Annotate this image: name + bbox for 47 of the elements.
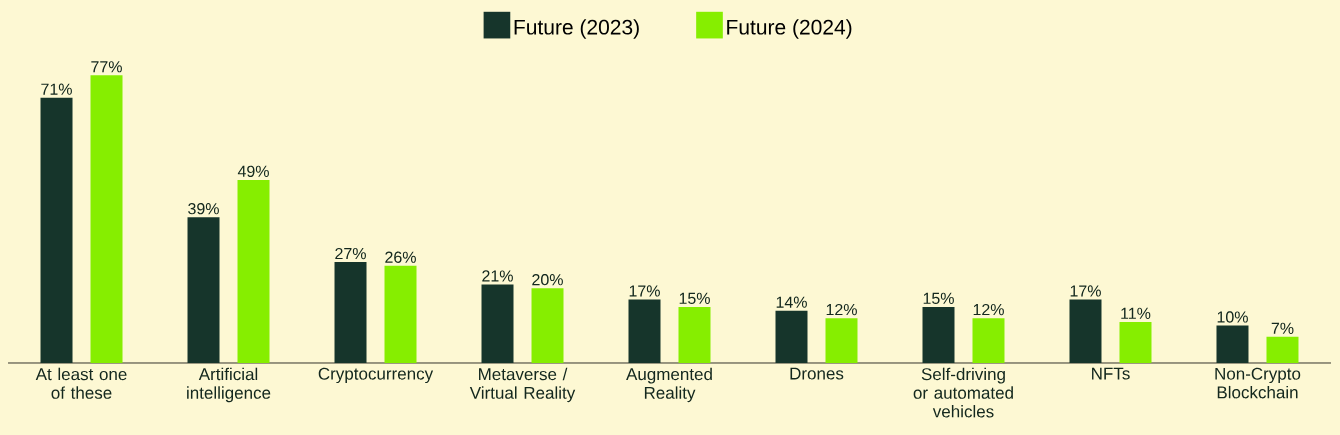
x-tick-label: At least one of these (35, 367, 127, 399)
data-label: 20% (532, 274, 563, 286)
data-label: 10% (1217, 311, 1248, 323)
bar (1069, 299, 1102, 363)
data-label: 12% (826, 303, 857, 316)
data-label: 71% (41, 83, 72, 95)
bar (481, 284, 514, 363)
x-tick-label: NFTs (1092, 367, 1130, 380)
bar (1119, 321, 1152, 363)
data-label: 11% (1121, 307, 1151, 319)
data-label: 15% (923, 292, 954, 304)
bar (972, 318, 1005, 363)
bar (1216, 325, 1249, 363)
data-label: 12% (973, 303, 1004, 316)
x-tick-label: Non-Crypto Blockchain (1215, 367, 1301, 399)
bar (775, 310, 808, 363)
data-label: 17% (1070, 285, 1101, 297)
bar (384, 265, 417, 363)
data-label: 7% (1271, 322, 1294, 334)
data-label: 26% (385, 251, 416, 263)
x-tick-label: Self-driving or automated vehicles (913, 367, 1013, 418)
bar (922, 306, 955, 363)
data-label: 27% (335, 247, 366, 260)
data-label: 14% (776, 296, 807, 308)
legend-label: Future (2024) (727, 19, 852, 39)
data-label: 39% (188, 203, 219, 215)
bar (628, 299, 661, 363)
bar (825, 318, 858, 363)
bar (531, 288, 564, 363)
bar (187, 217, 220, 363)
x-tick-label: Cryptocurrency (318, 367, 434, 384)
x-tick-label: Metaverse / Virtual Reality (469, 367, 576, 403)
bar (40, 97, 73, 363)
data-label: 49% (237, 165, 269, 177)
bar (237, 179, 270, 363)
x-tick-label: Drones (790, 367, 844, 380)
bar (90, 75, 123, 363)
bar (334, 262, 367, 363)
data-label: 15% (679, 292, 710, 304)
bar (1266, 336, 1299, 363)
bar (678, 306, 711, 363)
x-tick-label: Augmented Reality (626, 367, 712, 403)
data-label: 21% (482, 270, 513, 282)
legend-label: Future (2023) (514, 19, 639, 39)
data-label: 17% (629, 285, 660, 297)
data-label: 77% (91, 61, 122, 73)
x-tick-label: Artificial intelligence (187, 367, 271, 403)
